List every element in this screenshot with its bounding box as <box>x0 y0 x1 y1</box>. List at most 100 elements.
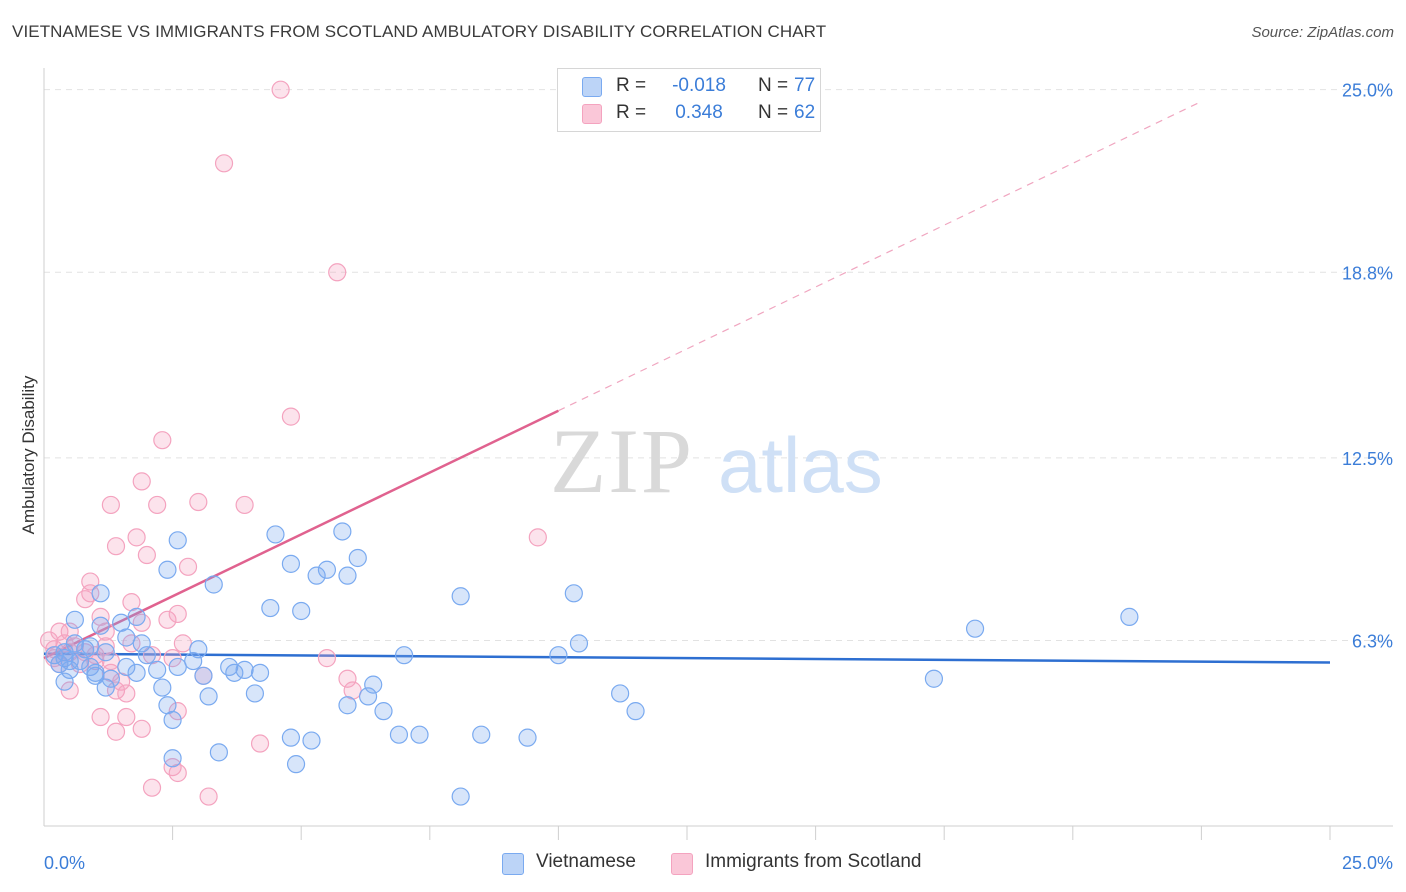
vietnamese-point <box>245 684 265 703</box>
vietnamese-point <box>65 634 84 653</box>
vietnamese-point <box>220 657 239 677</box>
legend-r-value: 0.348 <box>675 102 723 123</box>
scotland-point <box>50 622 69 641</box>
vietnamese-swatch <box>502 853 524 875</box>
vietnamese-point <box>148 660 167 679</box>
vietnamese-point <box>81 657 100 677</box>
axes-layer <box>43 68 1393 840</box>
scotland-point <box>91 707 110 727</box>
vietnamese-point <box>611 684 630 703</box>
y-tick-labels: 6.3% 12.5% 18.8% 25.0% <box>1342 81 1393 652</box>
series-legend-label: Immigrants from Scotland <box>705 851 922 872</box>
vietnamese-point <box>91 584 110 603</box>
legend-r-value: -0.018 <box>672 75 726 96</box>
vietnamese-point <box>168 531 187 550</box>
scotland-trend-line <box>43 409 559 660</box>
vietnamese-point <box>307 566 326 585</box>
watermark-atlas: atlas <box>718 421 883 509</box>
vietnamese-point <box>163 710 182 730</box>
vietnamese-point <box>50 654 69 674</box>
vietnamese-trend-line <box>43 652 1331 664</box>
vietnamese-point <box>1120 607 1139 626</box>
legend-r-label: R = <box>616 102 647 123</box>
scotland-point <box>271 80 290 99</box>
vietnamese-point <box>127 663 146 682</box>
vietnamese-point <box>96 678 115 697</box>
y-axis-label: Ambulatory Disability <box>19 375 38 534</box>
vietnamese-point <box>286 755 306 774</box>
scotland-point <box>142 778 162 797</box>
vietnamese-point <box>451 787 470 806</box>
vietnamese-point <box>55 672 74 691</box>
vietnamese-point <box>364 675 383 694</box>
scotland-point <box>96 622 115 641</box>
vietnamese-point <box>127 607 146 626</box>
scotland-point <box>132 472 151 491</box>
vietnamese-point <box>81 637 100 656</box>
grid-layer <box>44 89 1393 641</box>
scotland-point <box>117 684 136 703</box>
scotland-point <box>178 557 198 576</box>
vietnamese-point <box>199 687 218 706</box>
scotland-swatch <box>582 104 602 124</box>
vietnamese-point <box>168 657 187 677</box>
scotland-point <box>168 702 187 721</box>
watermark-zip: ZIP <box>550 410 694 512</box>
vietnamese-point <box>626 702 645 721</box>
vietnamese-point <box>225 663 244 682</box>
vietnamese-point <box>132 634 151 653</box>
scotland-point <box>168 604 187 624</box>
vietnamese-point <box>209 743 228 762</box>
legend-n-label: N = <box>758 75 789 96</box>
legend-n-value: 77 <box>794 75 816 96</box>
scotland-point <box>106 722 126 741</box>
vietnamese-point <box>389 725 409 744</box>
vietnamese-swatch <box>582 77 602 97</box>
vietnamese-point <box>924 669 944 688</box>
vietnamese-point <box>292 601 311 621</box>
trend-lines <box>43 100 1331 664</box>
scotland-point <box>153 431 172 450</box>
y-tick-label: 18.8% <box>1342 263 1393 283</box>
scotland-point <box>528 528 547 547</box>
vietnamese-point <box>518 728 537 747</box>
vietnamese-point <box>281 554 301 573</box>
watermark: ZIP atlas <box>550 410 883 512</box>
vietnamese-point <box>317 560 337 579</box>
scotland-point <box>81 584 100 603</box>
vietnamese-point <box>101 669 120 688</box>
scotland-point <box>199 787 218 806</box>
vietnamese-point <box>184 651 203 671</box>
source-label: Source: ZipAtlas.com <box>1251 24 1394 41</box>
scotland-point <box>338 669 357 688</box>
vietnamese-point <box>261 598 280 618</box>
series-legend-label: Vietnamese <box>536 851 636 872</box>
y-tick-label: 25.0% <box>1342 81 1393 101</box>
vietnamese-point <box>549 646 568 665</box>
vietnamese-point <box>348 548 367 568</box>
vietnamese-point <box>55 649 74 668</box>
correlation-legend: R = -0.018 N = 77 R = 0.348 N = 62 <box>557 68 821 132</box>
chart-title: VIETNAMESE VS IMMIGRANTS FROM SCOTLAND A… <box>12 22 827 41</box>
scotland-point <box>235 495 254 515</box>
legend-n-label: N = <box>758 102 789 123</box>
vietnamese-point <box>70 651 90 671</box>
vietnamese-point <box>204 575 223 594</box>
x-tick-label-max: 25.0% <box>1342 853 1393 873</box>
vietnamese-point <box>374 702 393 721</box>
scotland-point <box>117 707 136 727</box>
legend-r-label: R = <box>616 75 647 96</box>
vietnamese-point <box>302 731 321 750</box>
scotland-point <box>127 528 146 547</box>
scotland-point <box>60 681 79 700</box>
vietnamese-point <box>472 725 491 744</box>
scotland-point <box>137 545 156 565</box>
y-tick-label: 6.3% <box>1352 631 1393 651</box>
series-legend: Vietnamese Immigrants from Scotland <box>0 851 1406 877</box>
vietnamese-point <box>137 646 156 665</box>
scotland-point <box>122 634 141 653</box>
vietnamese-point <box>266 525 285 544</box>
scotland-point <box>163 649 182 668</box>
vietnamese-point <box>358 687 378 706</box>
